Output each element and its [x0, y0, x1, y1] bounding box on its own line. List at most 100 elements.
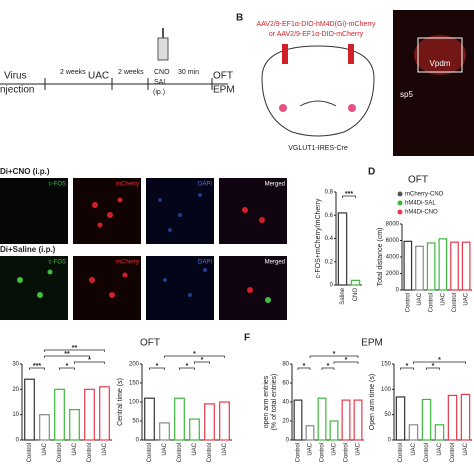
bar — [461, 241, 471, 291]
legend-swatch — [397, 191, 403, 197]
bar — [159, 422, 170, 441]
y-tick-label: 60 — [282, 381, 289, 387]
bar — [293, 399, 303, 441]
bar — [341, 399, 351, 441]
row-label: Di+CNO (i.p.) — [0, 167, 50, 176]
x-tick-label: Control — [27, 443, 33, 462]
bar — [144, 397, 155, 441]
bar — [84, 388, 95, 441]
nuclei — [158, 193, 207, 297]
x-tick-label: Control — [147, 443, 153, 462]
significance-bracket — [426, 367, 440, 370]
significance-bracket — [44, 355, 90, 358]
significance-label: *** — [345, 191, 353, 198]
row-label: Di+Saline (i.p.) — [0, 245, 56, 254]
cells — [89, 197, 265, 298]
bar — [460, 393, 471, 441]
bar — [69, 409, 80, 441]
channel-label: c-FOS — [49, 260, 66, 266]
bar — [54, 388, 65, 441]
panel-label: F — [244, 333, 250, 344]
y-tick-label: 0 — [330, 283, 334, 289]
significance-label: * — [438, 357, 441, 364]
drug: CNO — [154, 69, 170, 76]
y-tick-label: 4000 — [386, 255, 400, 261]
x-tick-label: Control — [405, 293, 411, 312]
drug: (ip.) — [153, 89, 165, 96]
image-cfos — [0, 256, 68, 320]
significance-label: * — [88, 357, 91, 364]
virus-label: or AAV2/9-EF1α-DIO-mCherry — [269, 31, 364, 38]
brain-outline — [261, 45, 375, 137]
landmark-label: sp5 — [400, 90, 413, 99]
legend-label: hM4Di-SAL — [405, 201, 436, 207]
y-tick-label: 50 — [384, 412, 391, 418]
y-axis-label: Open arm time (s) — [369, 374, 376, 430]
y-tick-label: 0 — [286, 438, 290, 444]
bar — [39, 414, 50, 441]
y-tick-label: 200 — [129, 362, 140, 368]
bar — [329, 420, 339, 441]
test: EPM — [213, 85, 235, 96]
significance-bracket — [29, 367, 45, 370]
significance-label: * — [333, 351, 336, 358]
injection-site — [348, 104, 356, 112]
legend-swatch — [397, 200, 403, 206]
histology-image — [393, 10, 474, 156]
significance-bracket — [164, 355, 225, 358]
bar — [305, 425, 315, 441]
interval: 2 weeks — [60, 69, 86, 76]
y-tick-label: 0.2 — [325, 259, 334, 265]
cannula — [348, 44, 354, 64]
image-dapi — [146, 256, 214, 320]
image-dapi — [146, 178, 214, 244]
y-tick-label: 8000 — [386, 222, 400, 228]
significance-bracket — [413, 361, 466, 364]
injection-site — [279, 104, 287, 112]
significance-bracket — [400, 367, 414, 370]
interval: 2 weeks — [118, 69, 144, 76]
panel-c: Di+CNO (i.p.) Di+Saline (i.p.) c-FOS mCh… — [0, 167, 287, 320]
cannula — [282, 44, 288, 64]
x-tick-label: Control — [57, 443, 63, 462]
x-tick-label: UAC — [192, 442, 198, 455]
bar — [408, 424, 419, 441]
significance-label: * — [193, 351, 196, 358]
x-tick-label: Control — [398, 443, 404, 462]
image-mcherry — [73, 256, 141, 320]
x-tick-label: Saline — [340, 287, 346, 304]
panel-b: B AAV2/9-EF1α-DIO-hM4D(Gi)-mCherry or AA… — [236, 10, 474, 156]
x-tick-label: UAC — [102, 442, 108, 455]
y-tick-label: 2000 — [386, 271, 400, 277]
significance-label: *** — [33, 363, 41, 370]
y-tick-label: 6000 — [386, 238, 400, 244]
x-tick-label: UAC — [72, 442, 78, 455]
brain-structure — [299, 100, 337, 107]
x-tick-label: UAC — [42, 442, 48, 455]
test: OFT — [213, 71, 233, 82]
x-tick-label: Control — [429, 293, 435, 312]
x-tick-label: UAC — [162, 442, 168, 455]
step: Virus — [4, 71, 27, 82]
significance-bracket — [44, 349, 105, 352]
significance-bracket — [179, 367, 195, 370]
panel-label: B — [236, 13, 243, 24]
panel-a: Virus njection 2 weeks UAC 2 weeks CNO S… — [0, 28, 235, 96]
bar — [317, 397, 327, 441]
step: njection — [0, 85, 34, 96]
x-tick-label: Control — [320, 443, 326, 462]
bar — [426, 242, 436, 291]
y-tick-label: 0 — [388, 438, 392, 444]
y-tick-label: 100 — [381, 387, 392, 393]
significance-label: * — [327, 363, 330, 370]
y-axis-label: Total distance (cm) — [377, 228, 384, 287]
channel-label: mCherry — [116, 182, 139, 188]
significance-bracket — [342, 195, 356, 198]
bar — [447, 394, 458, 441]
y-axis-label: Central time (s) — [117, 378, 124, 426]
cells — [17, 269, 271, 303]
x-tick-label: Control — [177, 443, 183, 462]
panel-label: D — [368, 167, 375, 178]
